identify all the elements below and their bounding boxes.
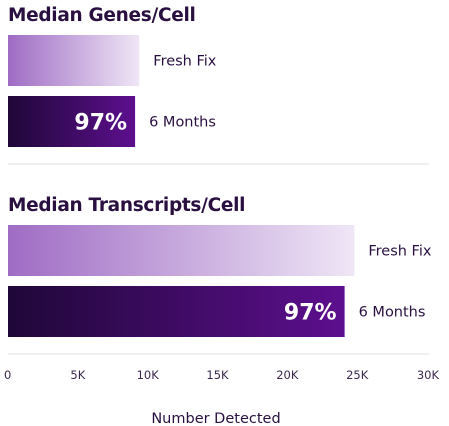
- bar-6-months: [8, 286, 345, 337]
- category-label: 6 Months: [359, 305, 426, 321]
- transcripts-bars: Fresh Fix 6 Months 97%: [8, 225, 432, 337]
- category-label: Fresh Fix: [153, 54, 217, 70]
- x-tick-label: 30K: [417, 368, 440, 382]
- transcripts-panel-title: Median Transcripts/Cell: [8, 195, 245, 216]
- category-label: 6 Months: [149, 115, 216, 131]
- bar-fresh-fix: [8, 225, 355, 276]
- data-label: 97%: [74, 111, 127, 136]
- x-axis-ticks: 0 5K 10K 15K 20K 25K 30K: [4, 368, 439, 382]
- data-label: 97%: [284, 301, 337, 326]
- genes-panel-title: Median Genes/Cell: [8, 5, 196, 26]
- x-axis-label: Number Detected: [151, 411, 280, 426]
- x-tick-label: 10K: [137, 368, 160, 382]
- bar-6-months: [8, 96, 136, 147]
- x-tick-label: 5K: [70, 368, 85, 382]
- bar-fresh-fix: [8, 35, 140, 86]
- x-tick-label: 25K: [346, 368, 369, 382]
- genes-bars: Fresh Fix 6 Months 97%: [8, 35, 217, 147]
- x-tick-label: 15K: [206, 368, 229, 382]
- category-label: Fresh Fix: [368, 244, 432, 260]
- x-tick-label: 20K: [276, 368, 299, 382]
- x-tick-label: 0: [4, 368, 11, 382]
